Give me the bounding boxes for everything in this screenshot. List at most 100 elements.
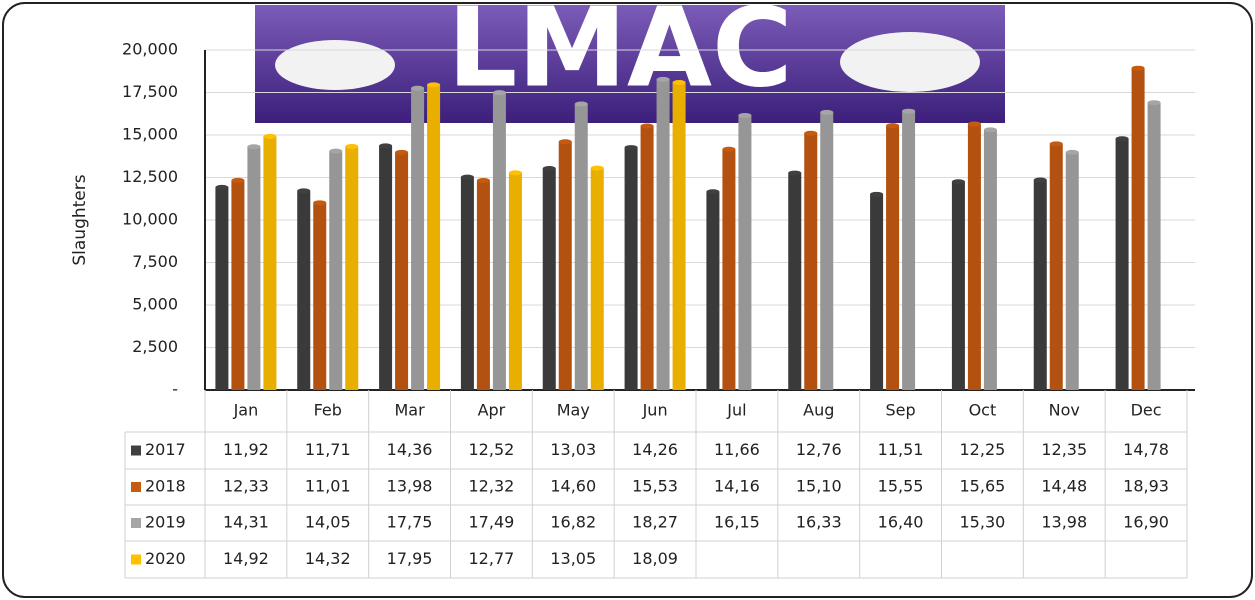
bar-cap (542, 165, 556, 171)
bar-shade (1049, 143, 1063, 390)
bar-shade (902, 111, 916, 390)
table-value: 16,33 (796, 513, 842, 532)
table-value: 14,48 (1041, 477, 1087, 496)
y-tick-label: 12,500 (122, 167, 178, 186)
bar-shade (460, 177, 474, 390)
table-value: 15,30 (960, 513, 1006, 532)
bar-cap (788, 170, 802, 176)
bar-shade (738, 115, 752, 390)
bar-cap (395, 149, 409, 155)
bar-cap (329, 148, 343, 154)
bar-shade (1115, 138, 1129, 390)
bar-shade (574, 104, 588, 390)
logo-cow (840, 32, 980, 92)
table-value: 16,40 (878, 513, 924, 532)
x-tick-label: May (557, 401, 590, 420)
table-value: 13,98 (1041, 513, 1087, 532)
legend-swatch (131, 445, 141, 456)
bar-cap (590, 165, 604, 171)
bar-cap (558, 139, 572, 145)
bar-shade (476, 180, 490, 390)
table-value: 12,33 (223, 477, 269, 496)
x-tick-label: Jun (642, 401, 668, 420)
bar-cap (215, 184, 229, 190)
x-tick-label: Aug (803, 401, 834, 420)
bar-shade (722, 149, 736, 390)
x-tick-label: Jul (726, 401, 746, 420)
bar-shade (820, 112, 834, 390)
table-value: 12,76 (796, 440, 842, 459)
bar-cap (672, 79, 686, 85)
table-value: 16,90 (1123, 513, 1169, 532)
table-value: 14,60 (550, 477, 596, 496)
table-value: 13,03 (550, 440, 596, 459)
bar-shade (395, 152, 409, 390)
table-value: 11,51 (878, 440, 924, 459)
x-tick-label: Nov (1049, 401, 1080, 420)
bar-cap (1065, 149, 1079, 155)
legend-label: 2019 (145, 513, 186, 532)
bar-shade (788, 173, 802, 390)
table-value: 15,65 (960, 477, 1006, 496)
table-value: 17,75 (387, 513, 433, 532)
bar-cap (738, 112, 752, 118)
y-tick-label: 17,500 (122, 82, 178, 101)
table-value: 17,95 (387, 549, 433, 568)
legend-label: 2020 (145, 549, 186, 568)
bar-shade (231, 180, 245, 390)
table-value: 18,93 (1123, 477, 1169, 496)
bar-shade (313, 202, 327, 390)
bar-cap (722, 146, 736, 152)
x-tick-label: Feb (314, 401, 342, 420)
bar-shade (345, 146, 359, 390)
bar-shade (215, 187, 229, 390)
x-tick-label: Dec (1131, 401, 1162, 420)
bar-cap (870, 191, 884, 197)
table-value: 11,01 (305, 477, 351, 496)
logo-pig (275, 40, 395, 90)
x-tick-label: Sep (886, 401, 916, 420)
table-value: 14,92 (223, 549, 269, 568)
bar-shade (427, 84, 441, 390)
bar-cap (902, 108, 916, 114)
y-tick-label: 20,000 (122, 40, 178, 59)
table-value: 14,32 (305, 549, 351, 568)
table-value: 13,05 (550, 549, 596, 568)
bar-shade (247, 146, 261, 390)
y-tick-label: - (172, 380, 178, 399)
bar-cap (804, 130, 818, 136)
bar-shade (983, 129, 997, 390)
table-value: 12,25 (960, 440, 1006, 459)
bar-cap (706, 189, 720, 195)
bar-cap (427, 82, 441, 88)
bar-shade (542, 168, 556, 390)
y-tick-label: 10,000 (122, 210, 178, 229)
bar-shade (1131, 68, 1145, 390)
table-value: 18,09 (632, 549, 678, 568)
bar-shade (672, 82, 686, 390)
x-tick-label: Oct (969, 401, 997, 420)
bar-cap (231, 177, 245, 183)
table-value: 11,71 (305, 440, 351, 459)
bar-shade (656, 79, 670, 390)
bar-shade (508, 172, 522, 390)
legend-label: 2018 (145, 477, 186, 496)
bar-cap (820, 109, 834, 115)
table-value: 16,82 (550, 513, 596, 532)
bar-cap (411, 85, 425, 91)
y-tick-label: 15,000 (122, 125, 178, 144)
table-value: 12,77 (469, 549, 515, 568)
bar-shade (263, 136, 277, 390)
table-value: 12,35 (1041, 440, 1087, 459)
legend-swatch (131, 554, 141, 565)
bar-shade (492, 92, 506, 391)
table-value: 11,92 (223, 440, 269, 459)
bar-cap (460, 174, 474, 180)
table-value: 12,32 (469, 477, 515, 496)
y-axis-label: Slaughters (70, 174, 90, 265)
bar-cap (574, 101, 588, 107)
bar-cap (624, 145, 638, 151)
bar-cap (247, 144, 261, 150)
bar-cap (967, 121, 981, 127)
bar-cap (263, 133, 277, 139)
